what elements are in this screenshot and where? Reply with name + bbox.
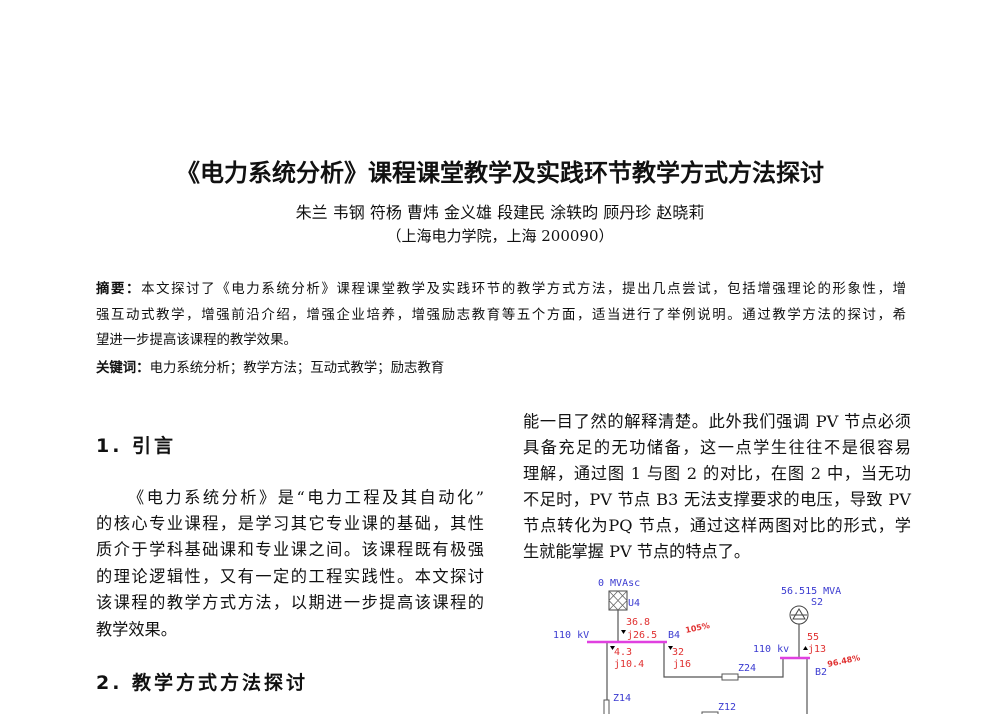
u4-source-icon bbox=[608, 590, 628, 611]
body-line: 节点转化为PQ 节点，通过这样两图对比的形式，学 bbox=[523, 516, 911, 535]
s2-rating: 56.515 MVA bbox=[781, 586, 841, 597]
abstract-line: 望进一步提高该课程的教学效果。 bbox=[96, 333, 297, 348]
abstract-line: 强互动式教学，增强前沿介绍，增强企业培养，增强励志教育等五个方面，适当进行了举例… bbox=[96, 308, 906, 323]
keywords: 关键词：电力系统分析；教学方法；互动式教学；励志教育 bbox=[96, 356, 906, 376]
s2-p: 55 bbox=[807, 632, 819, 643]
z14-resistor-icon bbox=[603, 699, 610, 714]
z14-p: 4.3 bbox=[614, 647, 632, 658]
b2-percent: 96.48% bbox=[827, 653, 861, 669]
b4-label: B4 bbox=[668, 630, 680, 641]
u4-rating: 0 MVAsc bbox=[598, 578, 640, 589]
z24-label: Z24 bbox=[738, 663, 756, 674]
body-line: 的理论逻辑性，又有一定的工程实践性。本文探讨 bbox=[96, 567, 484, 586]
body-line: 质介于学科基础课和专业课之间。该课程既有极强 bbox=[96, 540, 484, 559]
b4-percent: 105% bbox=[685, 621, 711, 635]
z24-p: 32 bbox=[672, 647, 684, 658]
body-line: 该课程的教学方式方法，以期进一步提高该课程的 bbox=[96, 593, 484, 612]
section-heading-2: 2. 教学方式方法探讨 bbox=[96, 672, 309, 694]
z24-resistor-icon bbox=[721, 673, 739, 681]
abstract-label: 摘要： bbox=[96, 282, 142, 297]
u4-label: U4 bbox=[628, 598, 640, 609]
s2-q: j13 bbox=[808, 644, 826, 655]
body-line: 教学效果。 bbox=[96, 620, 177, 639]
body-line: 《电力系统分析》是“电力工程及其自动化” bbox=[128, 488, 484, 507]
body-line: 能一目了然的解释清楚。此外我们强调 PV 节点必须 bbox=[523, 412, 911, 431]
affiliation: （上海电力学院，上海 200090） bbox=[386, 227, 614, 245]
z12-resistor-icon bbox=[701, 711, 719, 714]
u4-p: 36.8 bbox=[626, 617, 650, 628]
flow-arrow-icons bbox=[610, 630, 808, 650]
b4-voltage: 110 kV bbox=[553, 630, 589, 641]
body-line: 不足时，PV 节点 B3 无法支撑要求的电压，导致 PV bbox=[523, 490, 911, 509]
keywords-label: 关键词： bbox=[96, 361, 150, 376]
b2-voltage: 110 kv bbox=[753, 644, 789, 655]
z12-label: Z12 bbox=[718, 702, 736, 713]
body-line: 生就能掌握 PV 节点的特点了。 bbox=[523, 542, 751, 561]
b2-label: B2 bbox=[815, 667, 827, 678]
keywords-text: 电力系统分析；教学方法；互动式教学；励志教育 bbox=[149, 361, 445, 376]
u4-q: j26.5 bbox=[627, 630, 657, 641]
body-line: 具备充足的无功储备，这一点学生往往不是很容易 bbox=[523, 438, 911, 457]
abstract-text: 本文探讨了《电力系统分析》课程课堂教学及实践环节的教学方式方法，提出几点尝试，包… bbox=[141, 282, 906, 297]
z14-label: Z14 bbox=[613, 693, 631, 704]
authors: 朱兰 韦钢 符杨 曹炜 金义雄 段建民 涂轶昀 顾丹珍 赵晓莉 bbox=[295, 203, 705, 222]
body-line: 理解，通过图 1 与图 2 的对比，在图 2 中，当无功 bbox=[523, 464, 911, 483]
body-line: 的核心专业课程，是学习其它专业课的基础，其性 bbox=[96, 514, 484, 533]
s2-label: S2 bbox=[811, 597, 823, 608]
s2-load-icon bbox=[789, 605, 809, 625]
z14-q: j10.4 bbox=[614, 659, 644, 670]
section-heading-1: 1. 引言 bbox=[96, 435, 177, 457]
z24-q: j16 bbox=[673, 659, 691, 670]
abstract-line: 摘要：本文探讨了《电力系统分析》课程课堂教学及实践环节的教学方式方法，提出几点尝… bbox=[96, 277, 906, 297]
paper-title: 《电力系统分析》课程课堂教学及实践环节教学方式方法探讨 bbox=[176, 159, 824, 187]
